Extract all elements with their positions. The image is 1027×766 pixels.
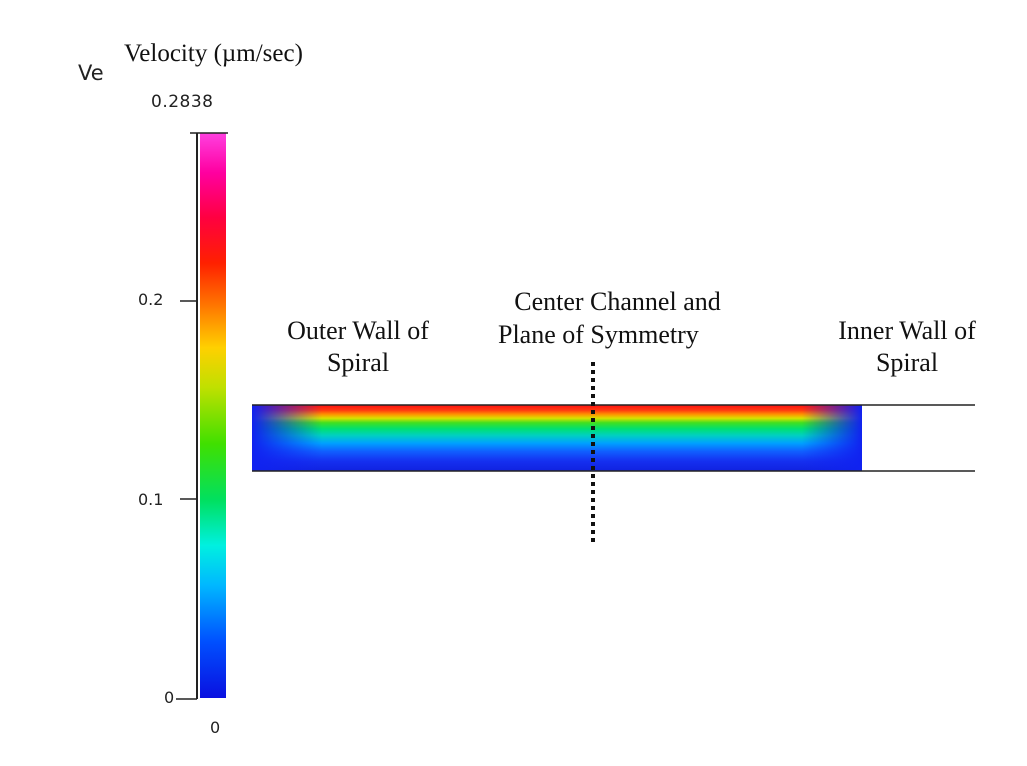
inner-wall-label-line1: Inner Wall of <box>838 316 976 345</box>
colorbar-max-label: 0.2838 <box>151 92 214 112</box>
colorbar-tick-label-0.2: 0.2 <box>138 290 164 309</box>
colorbar <box>200 133 226 698</box>
colorbar-tick-label-0: 0 <box>164 688 175 707</box>
outer-wall-label-line2: Spiral <box>326 348 390 377</box>
colorbar-tick-label-0.1: 0.1 <box>138 490 164 509</box>
velocity-field <box>252 405 862 471</box>
center-channel-label-line2: Plane of Symmetry <box>498 320 699 349</box>
inner-wall-label: Inner Wall of Spiral <box>812 315 1002 379</box>
outer-wall-label: Outer Wall of Spiral <box>258 315 458 379</box>
inner-wall-label-line2: Spiral <box>875 348 939 377</box>
outer-wall-label-line1: Outer Wall of <box>287 316 429 345</box>
colorbar-axis <box>190 132 228 699</box>
colorbar-title: Velocity (µm/sec) <box>124 40 303 67</box>
colorbar-bottom-label: 0 <box>210 718 221 737</box>
center-channel-label: Center Channel and Plane of Symmetry <box>485 285 750 351</box>
center-channel-label-line1: Center Channel and <box>514 287 721 316</box>
variable-label: Ve <box>78 61 104 85</box>
